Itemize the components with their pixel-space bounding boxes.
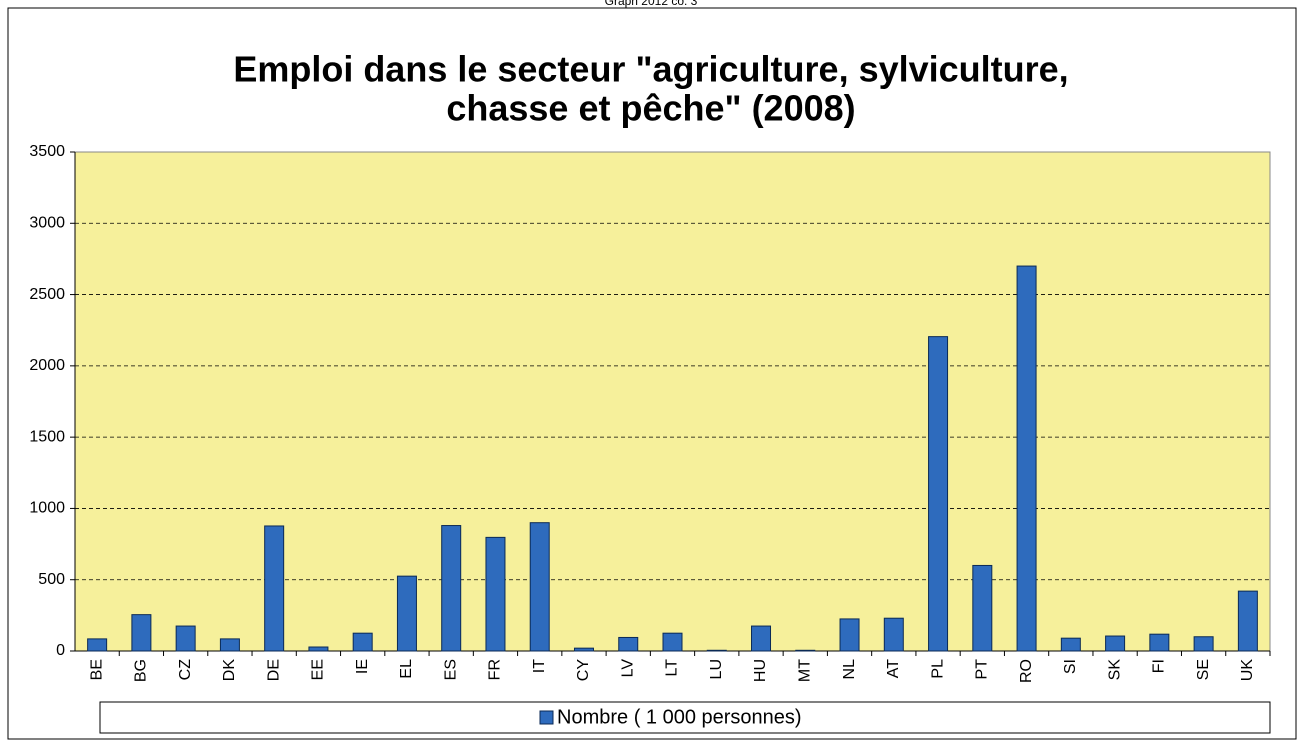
y-tick-label: 500 [38,571,65,588]
x-tick-label: LV [619,659,636,678]
bar [972,564,993,652]
x-tick-label: MT [796,659,813,682]
x-tick-label: AT [885,659,902,678]
chart-title: Emploi dans le secteur "agriculture, syl… [233,49,1068,90]
x-tick-label: IT [531,659,548,673]
bar [1060,637,1081,652]
x-tick-label: DK [221,659,238,682]
bar [352,632,373,652]
x-tick-label: EL [398,659,415,679]
y-tick-label: 0 [56,642,65,659]
bar [441,525,462,652]
bar [1105,635,1126,652]
plot-area [74,151,1271,652]
y-tick-label: 1500 [29,428,65,445]
y-tick-label: 2500 [29,286,65,303]
x-tick-label: DE [265,659,282,681]
bar [839,618,860,652]
y-tick-label: 1000 [29,500,65,517]
bar [751,625,772,652]
bar [264,525,285,652]
legend-label: Nombre ( 1 000 personnes) [557,706,802,728]
y-tick-label: 3500 [29,143,65,160]
x-tick-label: SI [1062,659,1079,674]
chart-title: chasse et pêche" (2008) [446,88,855,129]
bar [308,646,329,652]
bar [529,522,550,652]
bar [1193,636,1214,652]
bar [219,638,240,652]
x-tick-label: PL [929,659,946,679]
bar [928,336,949,652]
y-tick-label: 2000 [29,357,65,374]
legend-box [99,701,1271,734]
bar [87,638,108,652]
bar [1237,590,1258,652]
x-tick-label: IE [354,659,371,674]
bar [1149,633,1170,652]
x-tick-label: FR [487,659,504,680]
x-tick-label: BE [88,659,105,680]
bar [706,649,727,652]
header: Graph 2012 co. 3 [605,0,698,8]
x-tick-label: CZ [177,659,194,681]
x-tick-label: LU [708,659,725,679]
x-tick-label: SK [1106,659,1123,681]
legend-swatch [539,710,554,725]
x-tick-label: EE [310,659,327,680]
x-tick-label: SE [1195,659,1212,680]
bar [795,649,816,652]
x-tick-label: PT [974,659,991,680]
x-tick-label: RO [1018,659,1035,683]
x-tick-label: LT [664,659,681,677]
x-tick-label: FI [1151,659,1168,673]
x-tick-label: NL [841,659,858,680]
bar [662,632,683,652]
x-tick-label: BG [133,659,150,682]
bar [485,536,506,652]
bar [618,636,639,652]
x-tick-label: CY [575,659,592,682]
bar [1016,265,1037,652]
bar [573,647,594,652]
x-tick-label: UK [1239,659,1256,682]
y-tick-label: 3000 [29,215,65,232]
bar [131,614,152,652]
bar [883,617,904,652]
x-tick-label: HU [752,659,769,682]
bar [175,625,196,652]
x-tick-label: ES [442,659,459,680]
bar [396,575,417,652]
